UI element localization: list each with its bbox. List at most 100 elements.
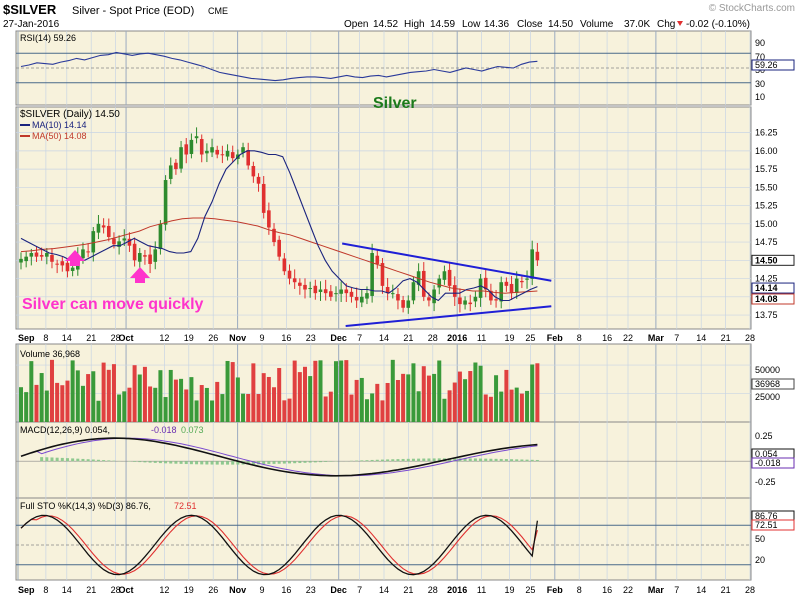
macd-histogram-bar [417,459,420,462]
volume-bar [484,394,488,422]
volume-bar [143,367,147,422]
candle-body [45,253,49,257]
x-tick-label: 28 [745,333,755,343]
volume-bar [334,361,338,422]
candle-body [375,256,379,264]
x-tick-label: 21 [403,333,413,343]
candle-body [406,300,410,307]
volume-bar [220,394,224,422]
sto-d-label: 72.51 [174,501,197,511]
candle-body [283,258,287,271]
price-tick: 15.75 [755,164,778,174]
silver-title-note: Silver [373,95,417,112]
volume-bar [251,363,255,422]
candle-body [91,231,95,252]
x-tick-label: 26 [208,333,218,343]
volume-bar [339,361,343,422]
candle-body [308,288,312,289]
volume-tick: 50000 [755,365,780,375]
macd-histogram-bar [273,461,276,464]
macd-histogram-bar [365,460,368,461]
volume-bar [158,370,162,422]
volume-bar [205,388,209,422]
chg-value: -0.02 (-0.10%) [686,19,750,30]
volume-bar [298,372,302,422]
ma50-label: MA(50) 14.08 [32,131,87,141]
volume-bar [432,374,436,422]
candle-body [190,140,194,154]
x-tick-label: Feb [547,333,564,343]
volume-bar [179,379,183,422]
x-tick-label: 19 [184,585,194,595]
open-label: Open [344,19,368,30]
x-tick-label: 14 [379,585,389,595]
macd-histogram-bar [205,461,208,464]
macd-histogram-bar [81,459,84,461]
volume-bar [215,382,219,422]
x-tick-label: Feb [547,585,564,595]
volume-bar [318,360,322,422]
x-tick-label: 12 [159,585,169,595]
macd-histogram-bar [221,461,224,464]
high-label: High [404,19,425,30]
candle-body [370,253,374,296]
macd-histogram-bar [412,459,415,461]
volume-bar [349,395,353,422]
candle-body [122,238,126,240]
x-tick-label: 21 [721,333,731,343]
volume-bar [148,386,152,422]
candle-body [40,255,44,257]
volume-bar [282,400,286,422]
macd-histogram-bar [267,461,270,464]
volume-bar [499,392,503,422]
volume-value: 37.0K [624,19,650,30]
volume-bar [60,385,64,422]
rsi-tick: 10 [755,92,765,102]
volume-bar [277,368,281,422]
macd-signal-label: -0.018 [151,425,177,435]
description-label: Silver - Spot Price (EOD) [72,5,194,17]
candle-body [262,184,266,213]
volume-bar [370,393,374,422]
volume-bar [133,365,137,422]
macd-histogram-bar [154,461,157,463]
macd-histogram-bar [195,461,198,464]
volume-bar [313,361,317,422]
volume-bar [262,373,266,422]
candle-body [293,278,297,282]
macd-histogram-bar [309,461,312,462]
x-tick-label: 21 [721,585,731,595]
sto-tick: 20 [755,555,765,565]
x-tick-label: 21 [403,585,413,595]
candle-body [277,240,281,257]
macd-histogram-bar [531,460,534,461]
volume-bar [164,397,168,422]
volume-bar [34,385,38,422]
x-tick-label: 8 [43,333,48,343]
macd-histogram-bar [489,459,492,461]
volume-bar [117,394,121,422]
x-tick-label: 28 [428,585,438,595]
volume-bar [437,360,441,422]
high-value: 14.59 [430,19,455,30]
macd-histogram-bar [76,459,79,462]
volume-bar [494,375,498,422]
macd-histogram-bar [298,461,301,463]
volume-bar [448,390,452,422]
candle-body [66,263,70,271]
ma10-label: MA(10) 14.14 [32,120,87,130]
candle-body [246,150,250,165]
volume-bar [468,371,472,422]
volume-bar [293,361,297,422]
x-tick-label: 19 [504,333,514,343]
macd-histogram-bar [505,459,508,461]
chg-label: Chg [657,19,675,30]
x-tick-label: Mar [648,585,665,595]
macd-histogram-bar [495,459,498,461]
x-tick-label: 14 [696,585,706,595]
macd-histogram-bar [293,461,296,463]
price-value-tag-text: 14.50 [755,255,778,265]
macd-histogram-bar [211,461,214,464]
volume-bar [122,391,126,422]
candle-body [479,279,483,298]
